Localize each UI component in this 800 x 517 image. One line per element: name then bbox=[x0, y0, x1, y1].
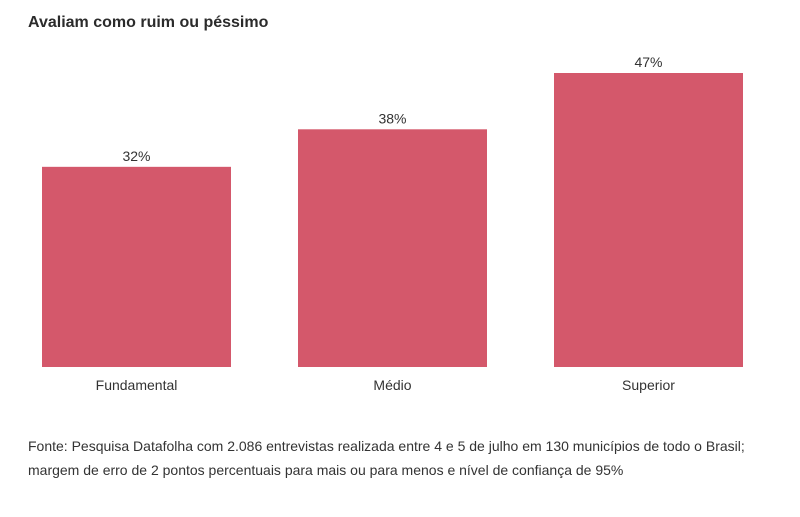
category-label: Médio bbox=[373, 377, 411, 393]
bar-fundamental bbox=[42, 166, 231, 367]
value-label: 38% bbox=[378, 110, 406, 126]
bar-chart: 32% 38% 47% Fundamental Médio Superior bbox=[42, 54, 743, 393]
bars-group bbox=[42, 73, 743, 367]
bar-m-dio bbox=[298, 129, 487, 367]
category-labels-group: Fundamental Médio Superior bbox=[96, 377, 676, 393]
category-label: Superior bbox=[622, 377, 675, 393]
category-label: Fundamental bbox=[96, 377, 178, 393]
value-label: 32% bbox=[122, 148, 150, 164]
value-label: 47% bbox=[634, 54, 662, 70]
bar-superior bbox=[554, 73, 743, 367]
source-note: Fonte: Pesquisa Datafolha com 2.086 entr… bbox=[28, 438, 745, 478]
value-labels-group: 32% 38% 47% bbox=[122, 54, 662, 164]
chart-title: Avaliam como ruim ou péssimo bbox=[28, 14, 269, 31]
